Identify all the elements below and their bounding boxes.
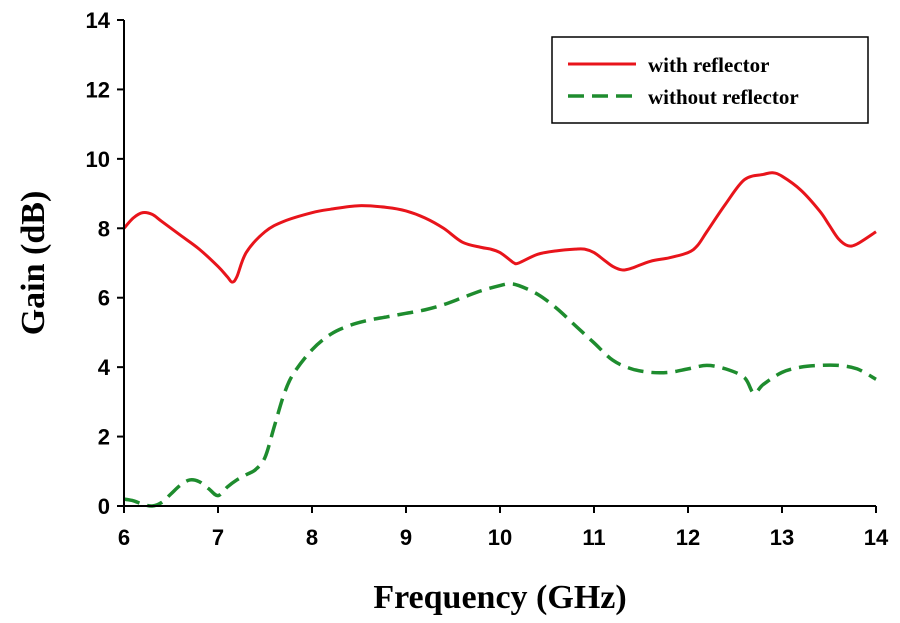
y-tick-label: 14 bbox=[86, 8, 111, 33]
legend-label-with-reflector: with reflector bbox=[648, 53, 769, 77]
x-tick-label: 6 bbox=[118, 525, 130, 550]
x-tick-label: 11 bbox=[582, 525, 605, 550]
x-tick-label: 10 bbox=[488, 525, 512, 550]
series-layer bbox=[122, 171, 877, 508]
x-tick-label: 9 bbox=[400, 525, 412, 550]
legend-label-without-reflector: without reflector bbox=[648, 85, 799, 109]
x-tick-label: 8 bbox=[306, 525, 318, 550]
y-tick-label: 6 bbox=[98, 286, 110, 311]
x-tick-label: 7 bbox=[212, 525, 224, 550]
legend-box bbox=[551, 36, 869, 124]
x-ticks: 6 7 8 9 10 11 12 13 14 bbox=[118, 506, 889, 550]
y-axis-title: Gain (dB) bbox=[15, 191, 52, 336]
x-tick-label: 14 bbox=[864, 525, 889, 550]
y-tick-label: 4 bbox=[98, 355, 111, 380]
y-tick-label: 0 bbox=[98, 494, 110, 519]
series-line-without-reflector bbox=[123, 282, 877, 508]
y-tick-label: 12 bbox=[86, 77, 110, 102]
x-axis-title: Frequency (GHz) bbox=[373, 579, 626, 616]
y-tick-label: 10 bbox=[86, 147, 110, 172]
y-tick-label: 8 bbox=[98, 216, 110, 241]
legend: with reflector without reflector bbox=[551, 36, 869, 124]
x-tick-label: 13 bbox=[770, 525, 794, 550]
series-line-with-reflector bbox=[122, 171, 877, 284]
y-tick-label: 2 bbox=[98, 425, 110, 450]
y-ticks: 0 2 4 6 8 10 12 14 bbox=[86, 8, 124, 519]
x-tick-label: 12 bbox=[676, 525, 700, 550]
